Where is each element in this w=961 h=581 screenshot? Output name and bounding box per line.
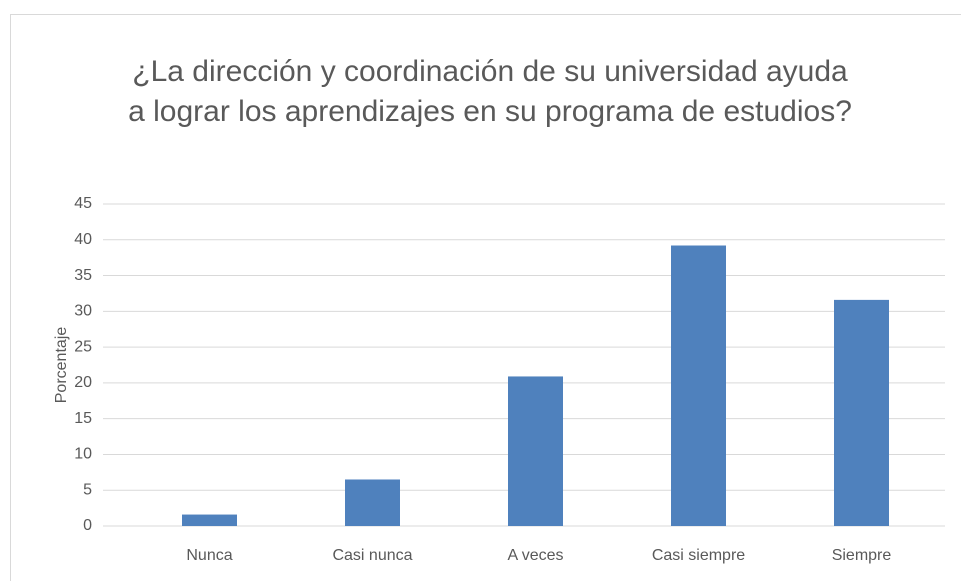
y-tick-label: 30 (74, 303, 92, 320)
y-tick-label: 25 (74, 338, 92, 355)
y-tick-label: 35 (74, 267, 92, 284)
bar (182, 514, 237, 526)
bar (508, 376, 563, 526)
x-tick-label: Siempre (832, 547, 892, 564)
y-tick-label: 10 (74, 446, 92, 463)
y-tick-label: 0 (83, 517, 92, 534)
bar (671, 245, 726, 526)
x-tick-label: Casi nunca (332, 547, 412, 564)
y-axis-label: Porcentaje (53, 327, 70, 404)
y-tick-label: 5 (83, 481, 92, 498)
bar (834, 299, 889, 526)
x-tick-label: A veces (507, 547, 563, 564)
y-tick-label: 20 (74, 374, 92, 391)
chart-title: ¿La dirección y coordinación de su unive… (128, 55, 852, 128)
y-tick-label: 45 (74, 195, 92, 212)
chart-border (10, 14, 961, 581)
y-tick-label: 40 (74, 231, 92, 248)
y-tick-label: 15 (74, 410, 92, 427)
x-tick-label: Nunca (186, 547, 232, 564)
x-tick-label: Casi siempre (652, 547, 745, 564)
bar (345, 479, 400, 526)
